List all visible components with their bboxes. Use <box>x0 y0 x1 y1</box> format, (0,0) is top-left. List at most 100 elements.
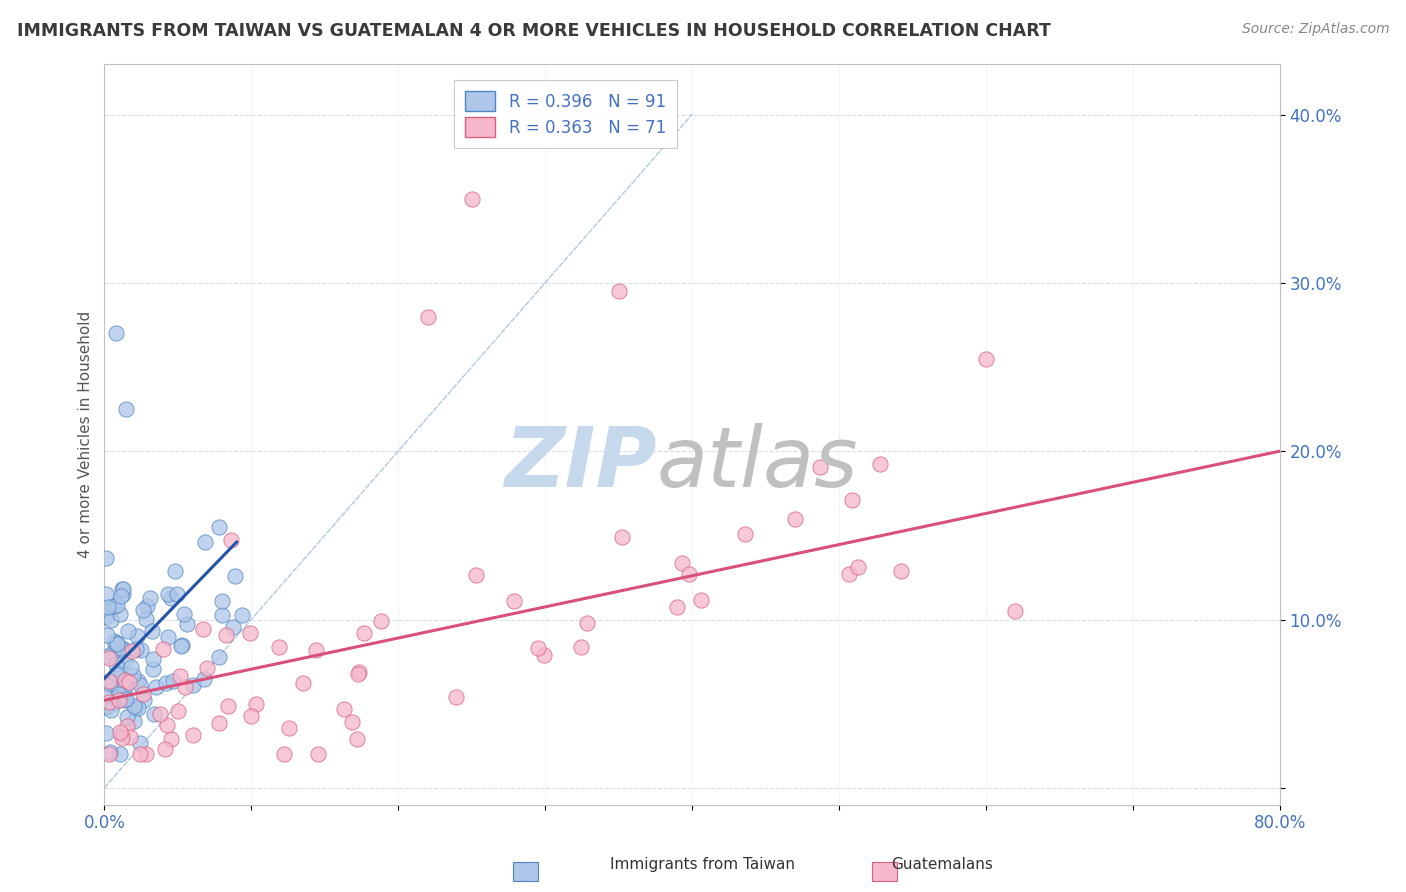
Point <box>120 660 142 674</box>
Point <box>125 642 148 657</box>
Point <box>153 742 176 756</box>
Point <box>533 648 555 662</box>
Point <box>156 631 179 645</box>
Point <box>191 622 214 636</box>
Point <box>231 607 253 622</box>
Point <box>194 535 217 549</box>
Point <box>142 652 165 666</box>
Point <box>103 676 125 690</box>
Point <box>460 192 482 206</box>
Point <box>124 701 146 715</box>
Point <box>108 684 131 698</box>
Point <box>129 643 152 657</box>
Point <box>114 692 136 706</box>
Point <box>148 706 170 721</box>
Point <box>100 613 122 627</box>
Point <box>105 636 128 650</box>
Point <box>128 747 150 761</box>
Point <box>838 567 860 582</box>
Point <box>869 457 891 471</box>
Point <box>181 678 204 692</box>
Point <box>208 650 231 665</box>
Point <box>162 673 184 688</box>
Point <box>690 592 713 607</box>
Point <box>333 702 356 716</box>
Point <box>165 564 187 578</box>
Point <box>1004 604 1026 618</box>
Point <box>97 650 120 665</box>
Point <box>111 587 134 601</box>
Point <box>110 607 132 621</box>
Point <box>112 693 135 707</box>
Point <box>107 682 129 697</box>
Point <box>110 663 132 677</box>
Text: Guatemalans: Guatemalans <box>891 857 993 872</box>
Point <box>112 686 135 700</box>
Text: IMMIGRANTS FROM TAIWAN VS GUATEMALAN 4 OR MORE VEHICLES IN HOUSEHOLD CORRELATION: IMMIGRANTS FROM TAIWAN VS GUATEMALAN 4 O… <box>17 22 1050 40</box>
Point <box>132 603 155 617</box>
Point <box>370 614 392 628</box>
Point <box>239 626 262 640</box>
Point <box>211 593 233 607</box>
Point <box>142 663 165 677</box>
Point <box>208 716 231 731</box>
Point <box>97 674 120 689</box>
Point <box>734 527 756 541</box>
Point <box>222 619 245 633</box>
Point <box>122 698 145 713</box>
Text: ZIP: ZIP <box>505 424 657 505</box>
Point <box>96 550 118 565</box>
Point <box>115 710 138 724</box>
Text: Source: ZipAtlas.com: Source: ZipAtlas.com <box>1241 22 1389 37</box>
Point <box>110 727 132 741</box>
Point <box>155 676 177 690</box>
Point <box>890 564 912 578</box>
Point <box>96 699 118 714</box>
Point <box>160 732 183 747</box>
Point <box>136 599 159 614</box>
Point <box>114 673 136 688</box>
Point <box>94 683 117 698</box>
Point <box>97 600 120 615</box>
Point <box>110 640 132 655</box>
Point <box>195 661 218 675</box>
Point <box>342 715 364 730</box>
Point <box>110 692 132 706</box>
Point <box>269 640 291 655</box>
Point <box>117 624 139 638</box>
Point <box>169 669 191 683</box>
Point <box>105 326 128 341</box>
Point <box>104 666 127 681</box>
Point <box>278 721 301 735</box>
Point <box>671 556 693 570</box>
Point <box>166 587 188 601</box>
Point <box>100 745 122 759</box>
Point <box>307 747 329 761</box>
Point <box>240 708 263 723</box>
Point <box>135 747 157 761</box>
Point <box>166 704 188 718</box>
Point <box>112 642 135 657</box>
Point <box>305 642 328 657</box>
Point <box>105 637 128 651</box>
Point <box>416 310 439 324</box>
Point <box>111 582 134 597</box>
Point <box>96 586 118 600</box>
Point <box>846 560 869 574</box>
Point <box>114 653 136 667</box>
Point <box>170 640 193 654</box>
Point <box>217 698 239 713</box>
Point <box>110 724 132 739</box>
Point <box>121 644 143 658</box>
Point <box>160 591 183 605</box>
Point <box>607 285 630 299</box>
Point <box>115 719 138 733</box>
Point <box>110 590 132 604</box>
Point <box>94 725 117 739</box>
Point <box>291 675 314 690</box>
Point <box>156 587 179 601</box>
Point <box>111 582 134 596</box>
Point <box>666 599 689 614</box>
Point <box>125 629 148 643</box>
Point <box>245 697 267 711</box>
